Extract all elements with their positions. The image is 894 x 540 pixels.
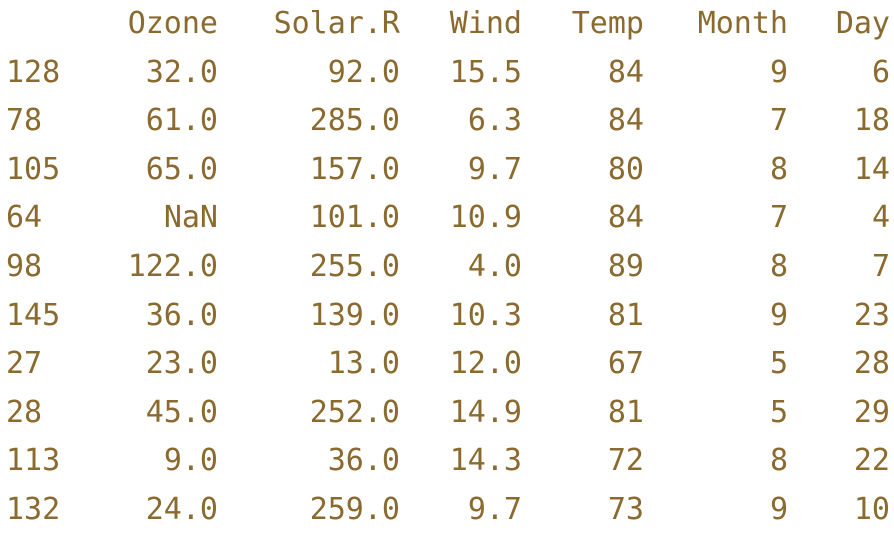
cell-month: 5 <box>769 346 788 382</box>
cell-ozone: 23.0 <box>145 346 218 382</box>
cell-solar-r: 139.0 <box>309 297 400 333</box>
column-header-ozone: Ozone <box>127 6 218 41</box>
cell-wind: 9.7 <box>467 151 522 187</box>
column-header-day: Day <box>835 6 890 41</box>
cell-temp: 67 <box>607 346 644 382</box>
column-header-temp: Temp <box>571 6 644 41</box>
column-header-month: Month <box>697 6 788 41</box>
cell-day: 10 <box>853 491 890 527</box>
cell-solar-r: 259.0 <box>309 491 400 527</box>
cell-ozone: 45.0 <box>145 394 218 430</box>
cell-solar-r: 285.0 <box>309 103 400 139</box>
table-row: 105 65.0 157.0 9.7 80 8 14 <box>0 146 890 195</box>
cell-temp: 81 <box>607 394 644 430</box>
cell-temp: 81 <box>607 297 644 333</box>
cell-temp: 72 <box>607 443 644 479</box>
table-row: 98 122.0 255.0 4.0 89 8 7 <box>0 243 890 292</box>
cell-month: 8 <box>769 151 788 187</box>
row-index: 128 <box>6 54 61 90</box>
cell-ozone: 122.0 <box>127 248 218 284</box>
cell-solar-r: 13.0 <box>327 346 400 382</box>
cell-month: 9 <box>769 297 788 333</box>
cell-temp: 80 <box>607 151 644 187</box>
cell-day: 7 <box>871 248 890 284</box>
cell-month: 8 <box>769 248 788 284</box>
cell-wind: 6.3 <box>467 103 522 139</box>
row-index: 28 <box>6 394 43 430</box>
cell-solar-r: 92.0 <box>327 54 400 90</box>
cell-wind: 14.3 <box>449 443 522 479</box>
cell-month: 5 <box>769 394 788 430</box>
cell-solar-r: 36.0 <box>327 443 400 479</box>
table-body: 128 32.0 92.0 15.5 84 9 6 78 61.0 285.0 … <box>0 49 890 535</box>
cell-wind: 10.3 <box>449 297 522 333</box>
table-row: 145 36.0 139.0 10.3 81 9 23 <box>0 292 890 341</box>
row-index: 105 <box>6 151 61 187</box>
row-index: 27 <box>6 346 43 382</box>
cell-temp: 84 <box>607 103 644 139</box>
cell-month: 7 <box>769 200 788 236</box>
column-header-solar-r: Solar.R <box>273 6 400 41</box>
table-row: 28 45.0 252.0 14.9 81 5 29 <box>0 389 890 438</box>
cell-month: 9 <box>769 54 788 90</box>
cell-day: 6 <box>871 54 890 90</box>
cell-solar-r: 157.0 <box>309 151 400 187</box>
cell-day: 14 <box>853 151 890 187</box>
table-row: 132 24.0 259.0 9.7 73 9 10 <box>0 486 890 535</box>
cell-day: 18 <box>853 103 890 139</box>
cell-solar-r: 255.0 <box>309 248 400 284</box>
cell-wind: 14.9 <box>449 394 522 430</box>
table-row: 27 23.0 13.0 12.0 67 5 28 <box>0 340 890 389</box>
table-row: 64 NaN 101.0 10.9 84 7 4 <box>0 194 890 243</box>
cell-ozone: 9.0 <box>163 443 218 479</box>
cell-wind: 4.0 <box>467 248 522 284</box>
column-header-wind: Wind <box>449 6 522 41</box>
cell-temp: 84 <box>607 54 644 90</box>
cell-day: 28 <box>853 346 890 382</box>
cell-ozone: 36.0 <box>145 297 218 333</box>
header-row: Ozone Solar.R Wind Temp Month Day <box>0 0 890 49</box>
cell-month: 8 <box>769 443 788 479</box>
cell-ozone: 24.0 <box>145 491 218 527</box>
cell-wind: 12.0 <box>449 346 522 382</box>
cell-day: 22 <box>853 443 890 479</box>
cell-ozone: 65.0 <box>145 151 218 187</box>
cell-temp: 73 <box>607 491 644 527</box>
table-row: 113 9.0 36.0 14.3 72 8 22 <box>0 437 890 486</box>
cell-solar-r: 252.0 <box>309 394 400 430</box>
table-row: 128 32.0 92.0 15.5 84 9 6 <box>0 49 890 98</box>
cell-wind: 10.9 <box>449 200 522 236</box>
table-row: 78 61.0 285.0 6.3 84 7 18 <box>0 97 890 146</box>
cell-temp: 89 <box>607 248 644 284</box>
cell-month: 7 <box>769 103 788 139</box>
row-index: 98 <box>6 248 43 284</box>
cell-day: 4 <box>871 200 890 236</box>
row-index: 78 <box>6 103 43 139</box>
cell-month: 9 <box>769 491 788 527</box>
cell-temp: 84 <box>607 200 644 236</box>
row-index: 145 <box>6 297 61 333</box>
cell-wind: 15.5 <box>449 54 522 90</box>
row-index: 64 <box>6 200 43 236</box>
cell-day: 29 <box>853 394 890 430</box>
cell-ozone: 61.0 <box>145 103 218 139</box>
cell-ozone: 32.0 <box>145 54 218 90</box>
row-index: 132 <box>6 491 61 527</box>
index-header <box>0 0 96 49</box>
cell-solar-r: 101.0 <box>309 200 400 236</box>
row-index: 113 <box>6 443 61 479</box>
cell-day: 23 <box>853 297 890 333</box>
cell-ozone: NaN <box>163 200 218 236</box>
cell-wind: 9.7 <box>467 491 522 527</box>
